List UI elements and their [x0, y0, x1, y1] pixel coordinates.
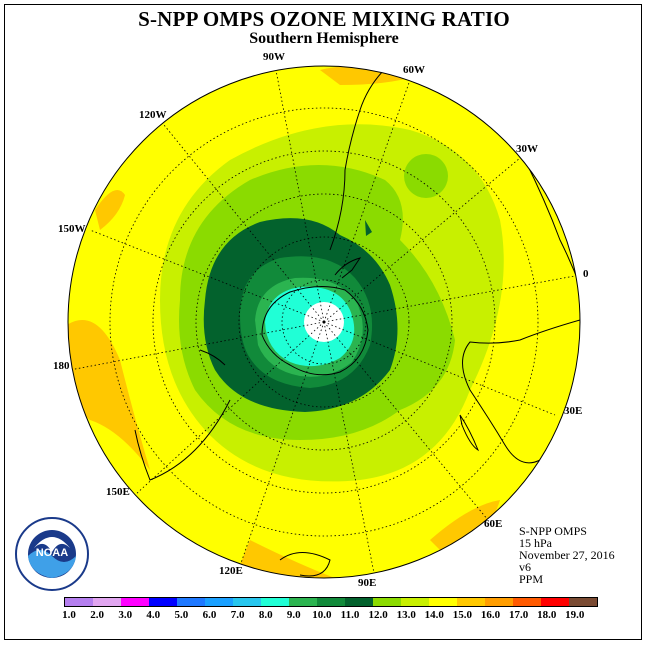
- lon-label-120e: 120E: [219, 565, 243, 577]
- colorbar-segment: [149, 598, 177, 606]
- colorbar-tick-label: 9.0: [286, 609, 301, 621]
- lon-label-30w: 30W: [516, 143, 538, 155]
- field-orange-nw: [95, 190, 125, 230]
- colorbar-tick-label: 4.0: [146, 609, 161, 621]
- colorbar-tick-label: 8.0: [258, 609, 273, 621]
- colorbar-segment: [401, 598, 429, 606]
- south-pole-marker: [322, 320, 326, 324]
- figure-frame: [4, 4, 642, 640]
- noaa-logo-text: NOAA: [36, 547, 68, 559]
- lon-label-60w: 60W: [403, 64, 425, 76]
- colorbar-segment: [121, 598, 149, 606]
- colorbar-segment: [345, 598, 373, 606]
- lon-label-150e: 150E: [106, 486, 130, 498]
- colorbar-segment: [317, 598, 345, 606]
- lon-label-150w: 150W: [58, 223, 86, 235]
- lon-label-90e: 90E: [358, 577, 376, 589]
- colorbar: [64, 597, 598, 607]
- colorbar-tick-label: 13.0: [396, 609, 416, 621]
- lon-label-180: 180: [53, 360, 70, 372]
- colorbar-tick-label: 19.0: [565, 609, 585, 621]
- colorbar-segment: [485, 598, 513, 606]
- info-level: 15 hPa: [519, 536, 552, 550]
- noaa-logo: NOAA: [15, 517, 89, 591]
- colorbar-tick-label: 2.0: [90, 609, 104, 621]
- graticule: [69, 66, 580, 578]
- coastlines: [134, 66, 580, 577]
- colorbar-tick-label: 11.0: [340, 609, 360, 621]
- lon-label-0: 0: [583, 268, 589, 280]
- colorbar-tick-label: 10.0: [312, 609, 332, 621]
- colorbar-segment: [261, 598, 289, 606]
- colorbar-segment: [65, 598, 93, 606]
- colorbar-tick-label: 3.0: [118, 609, 133, 621]
- lon-label-30e: 30E: [564, 405, 582, 417]
- colorbar-segment: [93, 598, 121, 606]
- map-title: S-NPP OMPS OZONE MIXING RATIO: [138, 7, 510, 31]
- info-version: v6: [519, 560, 531, 574]
- colorbar-tick-label: 14.0: [424, 609, 444, 621]
- field-orange-west: [68, 320, 150, 470]
- colorbar-tick-label: 15.0: [452, 609, 473, 621]
- field-dark-green-spot: [365, 220, 372, 236]
- map-boundary: [67, 65, 581, 579]
- colorbar-segment: [177, 598, 205, 606]
- info-instrument: S-NPP OMPS: [519, 524, 587, 538]
- colorbar-segment: [457, 598, 485, 606]
- colorbar-segment: [205, 598, 233, 606]
- field-green-spot: [404, 154, 448, 198]
- info-date: November 27, 2016: [519, 548, 615, 562]
- colorbar-segment: [429, 598, 457, 606]
- ozone-field: [68, 66, 580, 578]
- colorbar-segment: [373, 598, 401, 606]
- colorbar-tick-label: 1.0: [62, 609, 76, 621]
- colorbar-tick-label: 12.0: [368, 609, 388, 621]
- lon-label-120w: 120W: [139, 109, 167, 121]
- colorbar-segment: [233, 598, 261, 606]
- map-subtitle: Southern Hemisphere: [249, 30, 399, 47]
- lon-label-60e: 60E: [484, 518, 502, 530]
- colorbar-tick-label: 17.0: [508, 609, 529, 621]
- colorbar-tick-label: 18.0: [537, 609, 557, 621]
- colorbar-segment: [289, 598, 317, 606]
- info-units: PPM: [519, 572, 544, 586]
- lon-label-90w: 90W: [263, 51, 285, 63]
- colorbar-tick-label: 16.0: [480, 609, 501, 621]
- colorbar-tick-label: 5.0: [174, 609, 189, 621]
- colorbar-segment: [541, 598, 569, 606]
- colorbar-segment: [513, 598, 541, 606]
- colorbar-segment: [569, 598, 597, 606]
- colorbar-tick-label: 7.0: [230, 609, 245, 621]
- colorbar-tick-label: 6.0: [202, 609, 217, 621]
